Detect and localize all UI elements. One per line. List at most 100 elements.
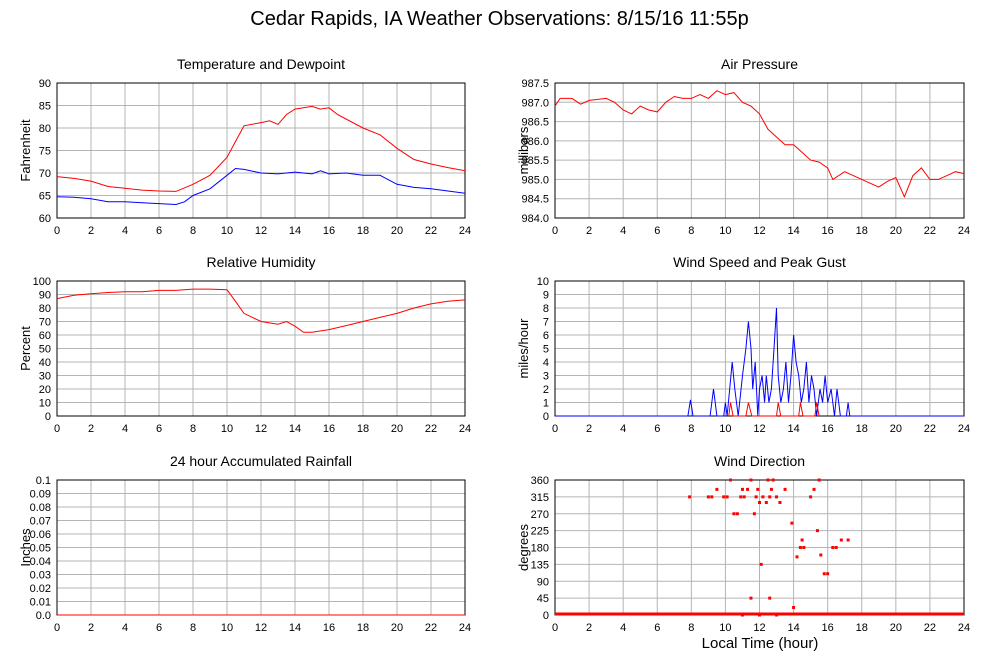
wind-chart: Wind Speed and Peak Gustmiles/hour012345… bbox=[516, 254, 970, 435]
direction-point bbox=[839, 538, 843, 542]
humidity-xtick-label: 20 bbox=[391, 423, 403, 435]
temp-xtick-label: 12 bbox=[255, 225, 267, 237]
wind-ytick-label: 10 bbox=[537, 276, 549, 288]
direction-point bbox=[798, 546, 802, 549]
wind-xtick-label: 18 bbox=[856, 423, 868, 435]
wind-xtick-label: 22 bbox=[924, 423, 936, 435]
direction-point bbox=[802, 546, 806, 549]
rain-ytick-label: 0.07 bbox=[30, 516, 51, 528]
direction-point bbox=[742, 495, 746, 499]
direction-point bbox=[752, 512, 756, 516]
pressure-xtick-label: 8 bbox=[688, 225, 694, 237]
direction-xtick-label: 6 bbox=[654, 622, 660, 634]
direction-xtick-label: 2 bbox=[586, 622, 592, 634]
wind-series-0-line bbox=[555, 307, 964, 417]
pressure-xtick-label: 10 bbox=[719, 225, 731, 237]
pressure-xtick-label: 24 bbox=[958, 225, 970, 237]
humidity-xtick-label: 16 bbox=[323, 423, 335, 435]
wind-series-1-line bbox=[728, 402, 820, 417]
page-title: Cedar Rapids, IA Weather Observations: 8… bbox=[250, 8, 749, 30]
direction-xtick-label: 14 bbox=[787, 622, 799, 634]
wind-ylabel: miles/hour bbox=[516, 318, 531, 379]
humidity-xtick-label: 22 bbox=[425, 423, 437, 435]
direction-point bbox=[715, 487, 719, 491]
wind-ytick-label: 2 bbox=[543, 384, 549, 396]
direction-xtick-label: 18 bbox=[856, 622, 868, 634]
humidity-series-0-line bbox=[56, 288, 466, 333]
temp-ytick-label: 80 bbox=[39, 123, 51, 135]
temp-chart: Temperature and DewpointFahrenheit606570… bbox=[18, 56, 471, 237]
direction-ylabel: degrees bbox=[516, 524, 531, 571]
wind-xtick-label: 8 bbox=[688, 423, 694, 435]
temp-ytick-label: 85 bbox=[39, 101, 51, 113]
humidity-xtick-label: 6 bbox=[156, 423, 162, 435]
humidity-ytick-label: 80 bbox=[39, 303, 51, 315]
humidity-ytick-label: 100 bbox=[33, 276, 51, 288]
humidity-xtick-label: 18 bbox=[357, 423, 369, 435]
wind-xtick-label: 0 bbox=[552, 423, 558, 435]
pressure-xtick-label: 4 bbox=[620, 225, 626, 237]
direction-point bbox=[769, 487, 773, 491]
humidity-xtick-label: 2 bbox=[88, 423, 94, 435]
rain-xtick-label: 24 bbox=[459, 622, 471, 634]
direction-point bbox=[771, 478, 775, 482]
direction-point bbox=[792, 606, 796, 609]
rain-xtick-label: 10 bbox=[221, 622, 233, 634]
direction-ytick-label: 360 bbox=[531, 475, 549, 487]
direction-point bbox=[831, 546, 835, 549]
pressure-ytick-label: 986.0 bbox=[521, 136, 549, 148]
temp-xtick-label: 6 bbox=[156, 225, 162, 237]
rain-xtick-label: 8 bbox=[190, 622, 196, 634]
direction-point bbox=[815, 529, 819, 533]
pressure-xtick-label: 20 bbox=[890, 225, 902, 237]
direction-point bbox=[775, 613, 779, 617]
direction-ytick-label: 180 bbox=[531, 543, 549, 555]
humidity-ytick-label: 40 bbox=[39, 357, 51, 369]
rain-xtick-label: 6 bbox=[156, 622, 162, 634]
humidity-ytick-label: 10 bbox=[39, 398, 51, 410]
humidity-ytick-label: 0 bbox=[45, 411, 51, 423]
temp-xtick-label: 18 bbox=[357, 225, 369, 237]
direction-ytick-label: 90 bbox=[537, 576, 549, 588]
rain-ylabel: Inches bbox=[18, 528, 33, 567]
wind-xtick-label: 6 bbox=[654, 423, 660, 435]
wind-xtick-label: 4 bbox=[620, 423, 626, 435]
wind-ytick-label: 1 bbox=[543, 398, 549, 410]
pressure-ytick-label: 985.0 bbox=[521, 174, 549, 186]
humidity-ytick-label: 30 bbox=[39, 371, 51, 383]
humidity-xtick-label: 4 bbox=[122, 423, 128, 435]
temp-xtick-label: 2 bbox=[88, 225, 94, 237]
pressure-xtick-label: 18 bbox=[856, 225, 868, 237]
direction-xtick-label: 0 bbox=[552, 622, 558, 634]
pressure-title: Air Pressure bbox=[721, 56, 798, 72]
direction-xtick-label: 20 bbox=[890, 622, 902, 634]
humidity-xtick-label: 24 bbox=[459, 423, 471, 435]
rain-ytick-label: 0.1 bbox=[36, 475, 51, 487]
direction-ytick-label: 0 bbox=[543, 610, 549, 622]
wind-ytick-label: 0 bbox=[543, 411, 549, 423]
temp-xtick-label: 10 bbox=[221, 225, 233, 237]
pressure-ytick-label: 986.5 bbox=[521, 117, 549, 129]
pressure-xtick-label: 2 bbox=[586, 225, 592, 237]
humidity-ytick-label: 50 bbox=[39, 344, 51, 356]
direction-point bbox=[754, 495, 758, 499]
direction-ytick-label: 315 bbox=[531, 492, 549, 504]
rain-xtick-label: 22 bbox=[425, 622, 437, 634]
direction-point bbox=[725, 495, 729, 499]
wind-ytick-label: 3 bbox=[543, 371, 549, 383]
wind-ytick-label: 8 bbox=[543, 303, 549, 315]
pressure-xtick-label: 16 bbox=[822, 225, 834, 237]
humidity-xtick-label: 10 bbox=[221, 423, 233, 435]
rain-xtick-label: 18 bbox=[357, 622, 369, 634]
direction-xtick-label: 24 bbox=[958, 622, 970, 634]
direction-point bbox=[722, 495, 726, 499]
temp-series-1-line bbox=[56, 167, 466, 206]
rain-chart: 24 hour Accumulated RainfallInches0.00.0… bbox=[18, 453, 471, 634]
temp-xtick-label: 22 bbox=[425, 225, 437, 237]
direction-point bbox=[749, 596, 753, 600]
humidity-ytick-label: 20 bbox=[39, 384, 51, 396]
wind-xtick-label: 10 bbox=[719, 423, 731, 435]
pressure-series-0-line bbox=[554, 90, 965, 199]
humidity-ytick-label: 90 bbox=[39, 290, 51, 302]
